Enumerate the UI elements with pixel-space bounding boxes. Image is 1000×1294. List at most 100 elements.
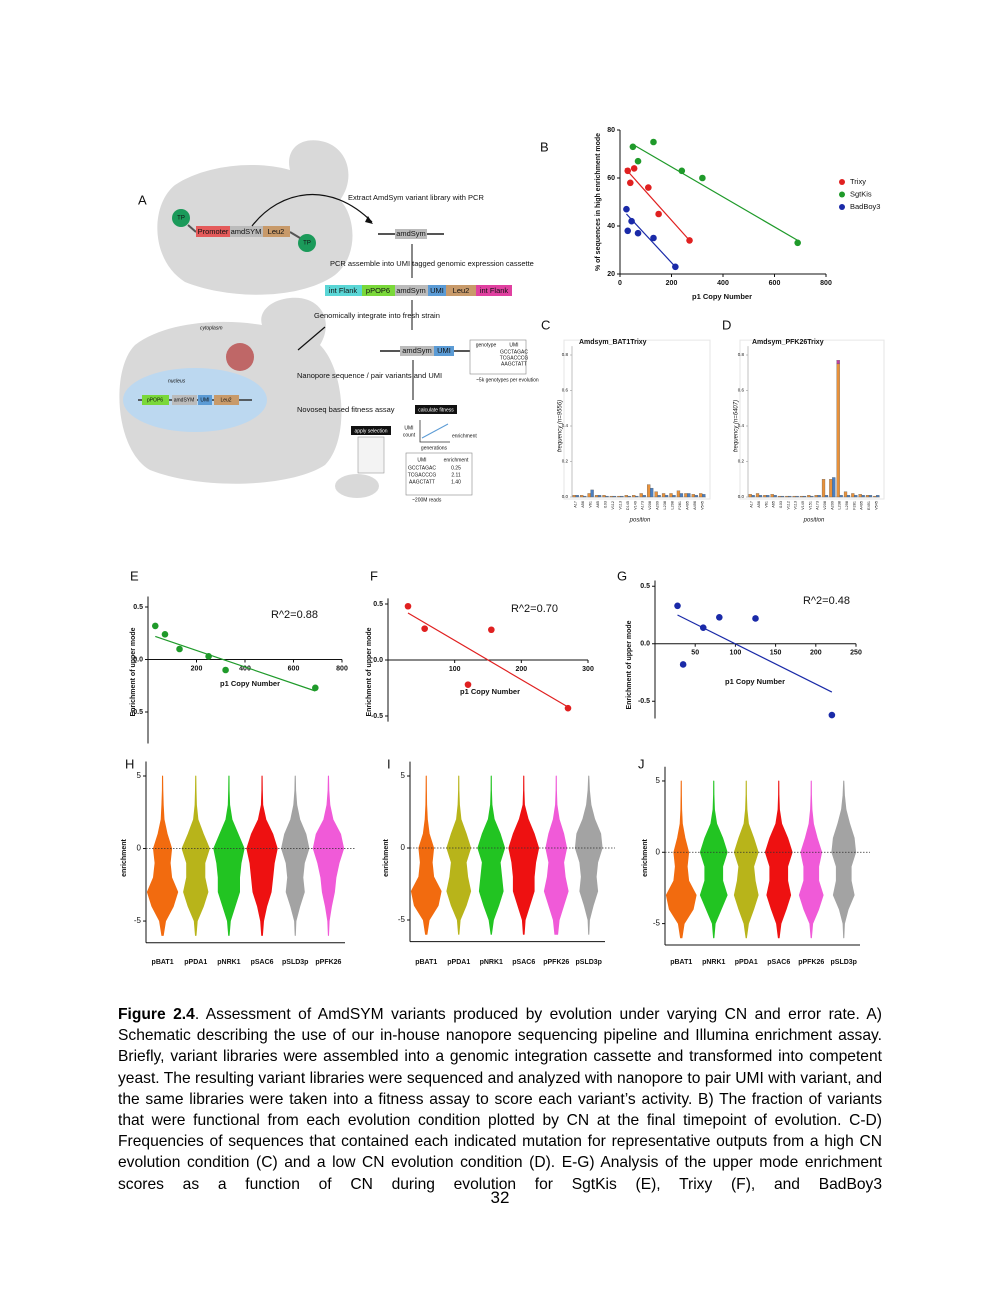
legend-label: SgtKis [850, 189, 872, 198]
amdsym [172, 395, 197, 405]
x-tick-label: pNRK1 [480, 959, 503, 966]
bar [605, 495, 609, 498]
bar [657, 495, 661, 498]
table-header: UMI [509, 342, 518, 348]
x-tick-label: A496 [693, 501, 697, 510]
panel-label: I [387, 756, 391, 771]
bar [669, 493, 673, 498]
x-tick-label: L238 [838, 501, 842, 509]
y-tick-label: 5 [401, 771, 406, 780]
x-tick-label: V149 [801, 501, 805, 510]
schematic: A Extract AmdSym variant library with PC… [119, 140, 539, 503]
bar [639, 493, 643, 498]
caption-text: . Assessment of AmdSYM variants produced… [118, 1006, 882, 1193]
bar [873, 495, 877, 498]
fit-line [632, 143, 798, 241]
violin [146, 775, 179, 936]
fit-line [625, 213, 676, 268]
gene-label: UMI [200, 397, 209, 403]
x-tick-label: 100 [730, 650, 742, 657]
y-tick-label: 0.6 [738, 388, 745, 393]
x-tick-label: 200 [810, 650, 822, 657]
bar [780, 495, 785, 498]
bar [807, 495, 811, 498]
y-tick-label: 0 [401, 843, 406, 852]
apply-box [351, 426, 391, 435]
amdsym [400, 346, 434, 356]
int-flank [325, 285, 362, 296]
y-axis-label: enrichment [121, 838, 128, 876]
y-tick-label: 0.2 [562, 459, 569, 464]
violin [574, 775, 603, 935]
plot-frame [563, 339, 711, 500]
bar [642, 495, 646, 498]
bar [755, 493, 760, 498]
point [564, 704, 572, 712]
bar [865, 495, 870, 498]
x-tick-label: V113 [618, 501, 622, 510]
x-tick-label: L298 [671, 501, 675, 509]
axis-label: UMI [404, 425, 413, 431]
x-tick-label: pSLD3p [282, 959, 308, 966]
leu2 [263, 226, 290, 237]
panel-label: G [617, 568, 627, 583]
panel-label: C [541, 317, 550, 332]
table-header: enrichment [444, 457, 469, 463]
point [312, 684, 319, 692]
bar [821, 479, 826, 498]
legend-label: Trixy [850, 177, 866, 186]
bar [687, 493, 691, 498]
bar [632, 495, 636, 498]
x-tick-label: V545 [700, 501, 704, 510]
bar [617, 495, 621, 498]
violin [410, 775, 442, 935]
step-label: Genomically integrate into fresh strain [314, 311, 440, 320]
bar [575, 495, 579, 498]
gene-label: Leu2 [220, 397, 231, 403]
y-tick-label: -5 [134, 916, 142, 925]
bar [858, 494, 862, 498]
y-tick-label: 5 [137, 771, 142, 780]
violin [181, 775, 210, 936]
gene-label: Promoter [198, 227, 229, 236]
bar [777, 495, 782, 498]
point [464, 681, 472, 688]
axis-label: generations [421, 445, 448, 451]
violin [831, 780, 857, 939]
bar [664, 495, 669, 498]
bar [766, 495, 770, 498]
x-tick-label: V208 [648, 501, 652, 510]
y-tick-label: 0.0 [133, 656, 143, 663]
axis-label: count [403, 432, 416, 438]
fitness-table [405, 452, 473, 496]
promoter [196, 226, 230, 237]
caption: Figure 2.4. Assessment of AmdSYM variant… [118, 1004, 882, 1195]
x-tick-label: L298 [845, 501, 849, 509]
tp-protein [172, 209, 190, 227]
point [630, 165, 638, 172]
note: ~5k genotypes per evolution [476, 377, 539, 383]
bar [572, 495, 576, 498]
x-tick-label: V151 [808, 501, 812, 510]
x-tick-label: pSAC6 [512, 959, 535, 966]
bar [792, 495, 796, 498]
compartment-label: cytoplasm [200, 325, 223, 331]
bar [676, 490, 681, 498]
bar [773, 495, 777, 498]
x-tick-label: A56 [581, 501, 585, 508]
point [176, 645, 183, 653]
point [650, 234, 657, 242]
x-tick-label: pPDA1 [735, 959, 758, 966]
point [674, 602, 681, 610]
x-tick-label: 400 [717, 280, 729, 287]
panel-label: F [370, 568, 378, 583]
cell [157, 140, 353, 295]
violin [477, 775, 506, 935]
gene-label: Leu2 [453, 286, 470, 295]
compartment-label: nucleus [168, 378, 186, 384]
axis-label: enrichment [452, 433, 477, 439]
table-cell: TCGACCCG [408, 472, 437, 478]
point [627, 179, 634, 187]
x-tick-label: pSLD3p [831, 959, 857, 966]
step-label: PCR assemble into UMI tagged genomic exp… [330, 259, 534, 268]
